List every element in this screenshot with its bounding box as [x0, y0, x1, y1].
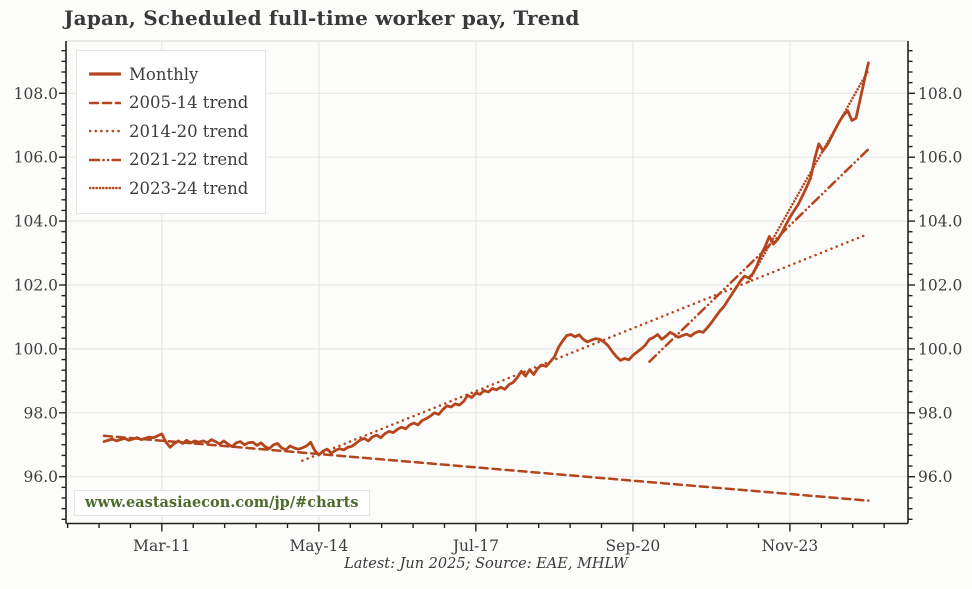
y-tick-label-left: 106.0 — [14, 149, 58, 167]
y-tick-label-right: 104.0 — [918, 213, 962, 231]
y-tick-label-left: 108.0 — [14, 85, 58, 103]
trend-line-2021-22-trend — [648, 147, 870, 363]
x-tick-label: Mar-11 — [133, 537, 190, 555]
x-tick-label: Nov-23 — [762, 537, 819, 555]
y-tick-label-left: 102.0 — [14, 277, 58, 295]
legend-item-monthly: Monthly — [89, 60, 253, 89]
legend-box: Monthly 2005-14 trend 2014-20 trend 2021… — [76, 50, 266, 214]
legend-line-sample — [89, 186, 121, 190]
chart-title: Japan, Scheduled full-time worker pay, T… — [64, 6, 580, 30]
legend-line-sample — [89, 101, 121, 105]
legend-label: 2023-24 trend — [129, 178, 249, 198]
legend-label: 2021-22 trend — [129, 150, 249, 170]
legend-line-sample — [89, 129, 121, 133]
legend-label: Monthly — [129, 64, 199, 84]
legend-line-sample — [89, 158, 121, 162]
watermark-link[interactable]: www.eastasiaecon.com/jp/#charts — [74, 490, 370, 516]
y-tick-label-right: 96.0 — [918, 468, 953, 486]
legend-label: 2005-14 trend — [129, 93, 249, 113]
legend-label: 2014-20 trend — [129, 121, 249, 141]
x-tick-label: Sep-20 — [606, 537, 661, 555]
legend-item-2014-20-trend: 2014-20 trend — [89, 117, 253, 146]
monthly-line — [102, 61, 870, 457]
x-tick-label: Jul-17 — [451, 537, 499, 555]
legend-item-2005-14-trend: 2005-14 trend — [89, 89, 253, 118]
y-tick-label-left: 104.0 — [14, 213, 58, 231]
y-tick-label-right: 108.0 — [918, 85, 962, 103]
legend-item-2021-22-trend: 2021-22 trend — [89, 146, 253, 175]
legend-item-2023-24-trend: 2023-24 trend — [89, 174, 253, 203]
y-tick-label-right: 100.0 — [918, 340, 962, 358]
x-tick-label: May-14 — [289, 537, 348, 555]
y-tick-label-left: 100.0 — [14, 340, 58, 358]
trend-line-2023-24-trend — [747, 69, 870, 284]
legend-line-sample — [89, 72, 121, 76]
y-tick-label-right: 102.0 — [918, 277, 962, 295]
y-tick-label-left: 96.0 — [23, 468, 58, 486]
y-tick-label-left: 98.0 — [23, 404, 58, 422]
y-tick-label-right: 98.0 — [918, 404, 953, 422]
trend-line-2014-20-trend — [301, 232, 870, 462]
trend-line-2005-14-trend — [102, 434, 870, 502]
y-tick-label-right: 106.0 — [918, 149, 962, 167]
source-caption: Latest: Jun 2025; Source: EAE, MHLW — [344, 556, 628, 572]
